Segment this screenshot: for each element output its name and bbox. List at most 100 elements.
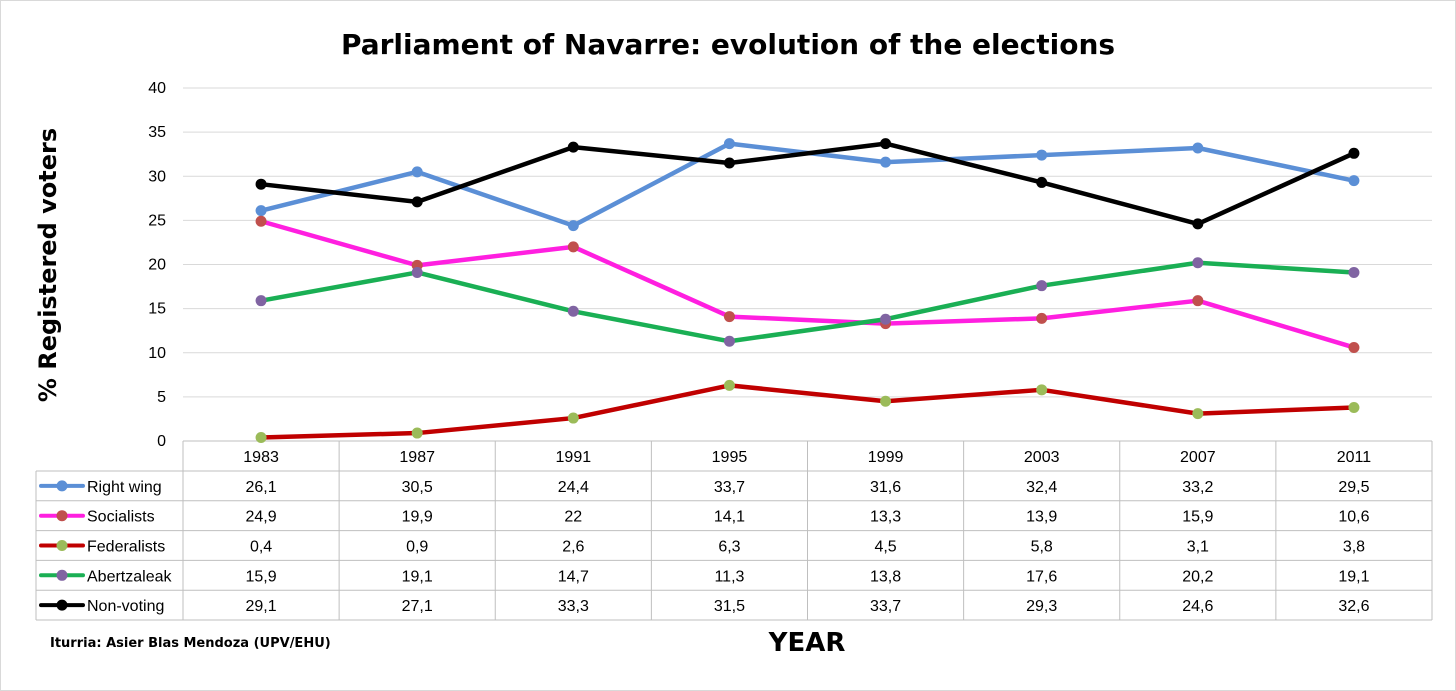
- table-value: 31,6: [870, 479, 901, 496]
- data-point: [567, 412, 579, 424]
- data-point: [723, 157, 735, 169]
- table-value: 0,4: [250, 539, 272, 556]
- data-point: [255, 431, 267, 443]
- data-point: [411, 166, 423, 178]
- series-line: [258, 383, 1357, 440]
- table-value: 22: [564, 509, 582, 526]
- table-value: 29,5: [1338, 479, 1369, 496]
- data-point: [1192, 408, 1204, 420]
- legend-label: Socialists: [87, 509, 155, 526]
- data-point: [411, 266, 423, 278]
- series-line: [258, 219, 1357, 350]
- data-point: [255, 205, 267, 217]
- table-value: 13,9: [1026, 509, 1057, 526]
- data-point: [1348, 175, 1360, 187]
- y-tick-label: 0: [157, 433, 166, 450]
- data-point: [567, 141, 579, 153]
- data-point: [1036, 384, 1048, 396]
- y-tick-label: 20: [148, 257, 166, 274]
- data-point: [1192, 142, 1204, 154]
- table-value: 33,7: [714, 479, 745, 496]
- x-tick-label: 2007: [1180, 449, 1216, 466]
- table-value: 17,6: [1026, 568, 1057, 585]
- data-point: [1036, 176, 1048, 188]
- data-point: [880, 138, 892, 150]
- data-point: [880, 156, 892, 168]
- x-tick-label: 1999: [868, 449, 904, 466]
- source-note: Iturria: Asier Blas Mendoza (UPV/EHU): [50, 636, 331, 651]
- table-value: 11,3: [714, 568, 744, 585]
- data-point: [1036, 149, 1048, 161]
- x-tick-label: 1983: [243, 449, 279, 466]
- y-tick-label: 35: [148, 124, 166, 141]
- data-point: [255, 178, 267, 190]
- data-point: [723, 335, 735, 347]
- series-group: [255, 379, 1360, 443]
- data-point: [255, 295, 267, 307]
- y-tick-label: 5: [157, 389, 166, 406]
- data-point: [1192, 218, 1204, 230]
- data-point: [1348, 341, 1360, 353]
- legend-key-marker: [56, 569, 68, 581]
- data-point: [1036, 312, 1048, 324]
- table-value: 15,9: [245, 568, 276, 585]
- data-point: [723, 138, 735, 150]
- table-value: 33,7: [870, 598, 901, 615]
- data-point: [1348, 401, 1360, 413]
- table-value: 33,3: [558, 598, 589, 615]
- data-point: [1036, 280, 1048, 292]
- data-point: [1192, 295, 1204, 307]
- table-value: 19,1: [1338, 568, 1369, 585]
- x-tick-label: 2003: [1024, 449, 1060, 466]
- chart-title: Parliament of Navarre: evolution of the …: [340, 28, 1116, 61]
- table-value: 29,1: [245, 598, 276, 615]
- data-point: [1348, 266, 1360, 278]
- table-value: 10,6: [1338, 509, 1369, 526]
- series-line: [258, 260, 1357, 344]
- legend-label: Federalists: [87, 539, 165, 556]
- table-value: 24,4: [558, 479, 589, 496]
- data-point: [567, 241, 579, 253]
- table-value: 3,1: [1187, 539, 1209, 556]
- legend-key-marker: [56, 510, 68, 522]
- table-value: 24,9: [245, 509, 276, 526]
- table-value: 2,6: [562, 539, 584, 556]
- x-axis-label: YEAR: [768, 628, 846, 658]
- table-value: 33,2: [1182, 479, 1213, 496]
- table-value: 15,9: [1182, 509, 1213, 526]
- legend-key-marker: [56, 480, 68, 492]
- y-tick-label: 40: [148, 80, 166, 97]
- data-point: [723, 311, 735, 323]
- table-value: 0,9: [406, 539, 428, 556]
- table-value: 14,7: [558, 568, 589, 585]
- table-value: 24,6: [1182, 598, 1213, 615]
- table-value: 20,2: [1182, 568, 1213, 585]
- data-point: [567, 220, 579, 232]
- series-group: [255, 138, 1360, 230]
- data-point: [567, 305, 579, 317]
- table-value: 27,1: [402, 598, 433, 615]
- data-point: [1348, 147, 1360, 159]
- x-tick-label: 1991: [556, 449, 592, 466]
- data-point: [255, 215, 267, 227]
- legend-key-marker: [56, 540, 68, 551]
- table-value: 3,8: [1343, 539, 1365, 556]
- data-point: [880, 313, 892, 325]
- table-value: 19,9: [402, 509, 433, 526]
- table-value: 29,3: [1026, 598, 1057, 615]
- x-tick-label: 2011: [1337, 449, 1372, 466]
- y-tick-label: 15: [148, 301, 166, 318]
- series-line: [258, 141, 1357, 228]
- data-point: [411, 427, 423, 439]
- table-value: 32,6: [1338, 598, 1369, 615]
- y-tick-label: 10: [148, 345, 166, 362]
- legend-label: Right wing: [87, 479, 162, 496]
- data-point: [411, 196, 423, 208]
- table-value: 13,8: [870, 568, 901, 585]
- legend-label: Non-voting: [87, 598, 164, 615]
- table-value: 19,1: [402, 568, 433, 585]
- legend-key-marker: [56, 599, 68, 611]
- table-value: 13,3: [870, 509, 901, 526]
- data-point: [1192, 257, 1204, 269]
- table-value: 14,1: [714, 509, 745, 526]
